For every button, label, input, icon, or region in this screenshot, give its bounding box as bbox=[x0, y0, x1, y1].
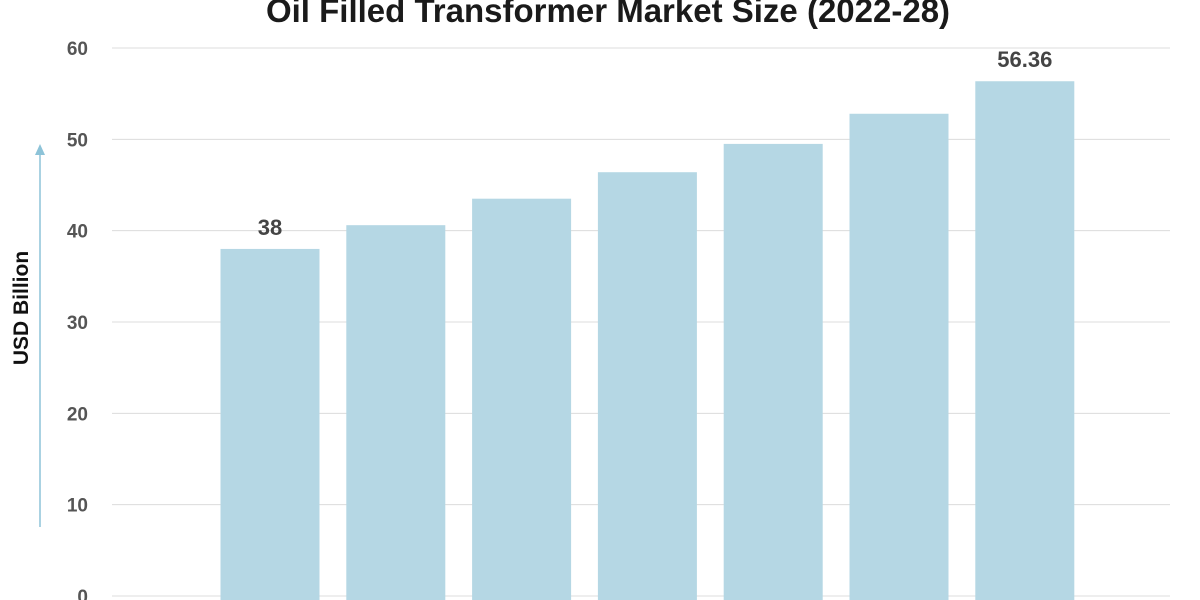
bar-2026 bbox=[723, 143, 823, 600]
y-axis-arrow-head bbox=[35, 144, 45, 155]
y-tick-label: 10 bbox=[67, 496, 88, 517]
bar-2028 bbox=[975, 81, 1075, 600]
bar-2025 bbox=[597, 172, 697, 600]
bar-2022 bbox=[220, 248, 320, 600]
y-tick-labels: 0 10 20 30 40 50 60 bbox=[67, 39, 88, 600]
data-label-2028: 56.36 bbox=[997, 47, 1052, 72]
data-labels: 38 56.36 bbox=[258, 47, 1053, 240]
y-tick-label: 50 bbox=[67, 130, 88, 151]
y-tick-label: 40 bbox=[67, 222, 88, 243]
bars bbox=[220, 81, 1075, 600]
y-tick-label: 30 bbox=[67, 313, 88, 334]
y-axis-arrow bbox=[35, 144, 45, 527]
bar-2024 bbox=[472, 198, 572, 600]
y-tick-label: 20 bbox=[67, 404, 88, 425]
y-tick-label: 60 bbox=[67, 39, 88, 60]
bar-2027 bbox=[849, 113, 949, 600]
y-axis-title: USD Billion bbox=[10, 251, 33, 365]
chart-title: Oil Filled Transformer Market Size (2022… bbox=[266, 0, 950, 29]
bar-2023 bbox=[346, 225, 446, 600]
data-label-2022: 38 bbox=[258, 215, 282, 240]
y-tick-label: 0 bbox=[77, 587, 88, 600]
